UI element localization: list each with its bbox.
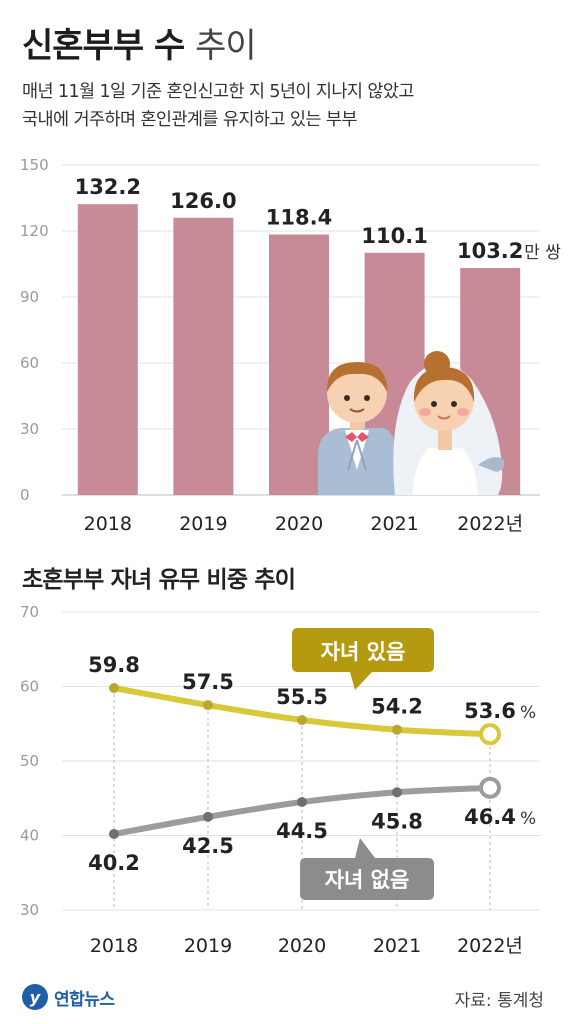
bar-chart: 0 30 60 90 120 150 132.2 2018 126.0 2019 118.4 2020… (20, 156, 561, 535)
page-title: 신혼부부 수 추이 (22, 18, 257, 67)
line-y-tick-0: 30 (20, 901, 39, 919)
series-label-badge-0 (292, 628, 434, 690)
bar-value-label-0: 132.2 (75, 175, 141, 199)
series-0-value-label-0: 59.8 (88, 653, 140, 677)
series-label-0: 자녀 있음 (321, 640, 406, 664)
series-label-badge-1 (300, 838, 434, 900)
line-x-tick-0: 2018 (90, 935, 138, 957)
series-1-value-label-2: 44.5 (276, 819, 328, 843)
bar-y-tick-5: 150 (20, 156, 49, 174)
series-0-point-2 (297, 715, 307, 726)
bar-value-label-2: 118.4 (266, 206, 332, 230)
line-y-tick-3: 60 (20, 678, 39, 696)
series-0-point-4 (479, 723, 501, 746)
publisher-logo: y 연합뉴스 (22, 982, 115, 1012)
series-0-point-0 (109, 682, 119, 693)
bar-y-tick-2: 60 (20, 354, 39, 372)
series-0-point-1 (203, 700, 213, 711)
line-chart-title: 초혼부부 자녀 유무 비중 추이 (22, 567, 296, 593)
series-1-value-label-3: 45.8 (371, 809, 423, 833)
logo-mark-icon: y (22, 984, 48, 1010)
subtitle-line-2: 국내에 거주하며 혼인관계를 유지하고 있는 부부 (22, 110, 357, 130)
bar-x-tick-4: 2022년 (457, 513, 523, 535)
line-y-tick-1: 40 (20, 827, 39, 845)
series-1-point-3 (392, 787, 402, 798)
bar-value-label-1: 126.0 (170, 189, 236, 213)
series-1-point-4 (479, 776, 501, 799)
bar-x-tick-2: 2020 (275, 513, 323, 535)
wedding-couple-icon (318, 351, 505, 495)
source-note: 자료: 통계청 (454, 991, 544, 1011)
line-y-tick-2: 50 (20, 752, 39, 770)
bar-unit-label: 만 쌍 (524, 243, 561, 263)
series-1-value-label-1: 42.5 (182, 834, 234, 858)
series-1-point-0 (109, 829, 119, 840)
series-0-point-3 (392, 724, 402, 735)
page-subtitle: 매년 11월 1일 기준 혼인신고한 지 5년이 지나지 않았고 국내에 거주하… (22, 78, 552, 134)
series-0-unit-label: % (520, 703, 536, 723)
title-light: 추이 (195, 26, 257, 66)
subtitle-line-1: 매년 11월 1일 기준 혼인신고한 지 5년이 지나지 않았고 (22, 82, 414, 102)
line-x-tick-4: 2022년 (457, 935, 523, 957)
series-1-value-label-4: 46.4 (464, 805, 516, 829)
bar-y-tick-1: 30 (20, 420, 39, 438)
series-label-1: 자녀 없음 (325, 868, 410, 892)
bar-y-tick-4: 120 (20, 222, 49, 240)
bar-y-tick-3: 90 (20, 288, 39, 306)
series-1-point-1 (203, 811, 213, 822)
line-x-tick-2: 2020 (278, 935, 326, 957)
series-0-value-label-4: 53.6 (464, 699, 516, 723)
series-0-value-label-1: 57.5 (182, 670, 234, 694)
bar-2019 (173, 217, 234, 496)
bar-x-tick-0: 2018 (84, 513, 132, 535)
series-line-0 (111, 684, 493, 738)
series-line-1 (111, 784, 493, 838)
series-0-value-label-2: 55.5 (276, 685, 328, 709)
series-1-value-label-0: 40.2 (88, 851, 140, 875)
logo-text: 연합뉴스 (54, 989, 115, 1010)
series-0-value-label-3: 54.2 (371, 695, 423, 719)
line-y-tick-4: 70 (20, 603, 39, 621)
bar-value-label-4: 103.2 (457, 239, 523, 263)
bar-x-tick-3: 2021 (370, 513, 418, 535)
bar-2018 (77, 204, 138, 495)
line-x-tick-3: 2021 (373, 935, 421, 957)
title-bold: 신혼부부 수 (22, 26, 185, 66)
series-1-point-2 (297, 796, 307, 807)
bar-x-tick-1: 2019 (179, 513, 227, 535)
series-1-unit-label: % (520, 809, 536, 829)
line-x-tick-1: 2019 (184, 935, 232, 957)
bar-y-tick-0: 0 (20, 486, 30, 504)
bar-value-label-3: 110.1 (361, 224, 427, 248)
